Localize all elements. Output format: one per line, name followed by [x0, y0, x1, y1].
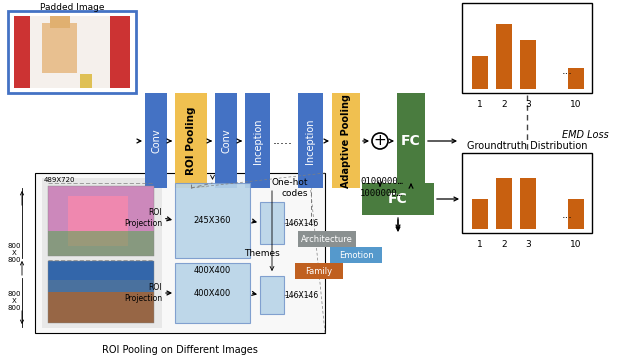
Bar	[462, 3, 592, 93]
Bar	[14, 16, 30, 88]
Bar	[260, 276, 284, 314]
Bar	[175, 263, 250, 323]
Text: FC: FC	[388, 192, 408, 206]
Bar	[568, 68, 584, 89]
Text: 146X146: 146X146	[284, 290, 318, 299]
Text: +: +	[374, 133, 387, 148]
Bar	[520, 40, 536, 89]
Text: 489X720: 489X720	[44, 177, 75, 183]
Bar	[175, 93, 207, 188]
Bar	[145, 93, 167, 188]
Text: 2: 2	[501, 240, 507, 249]
Bar	[48, 186, 154, 256]
Text: 3: 3	[525, 240, 531, 249]
Text: EMD Loss: EMD Loss	[562, 130, 609, 140]
Text: Padded Image: Padded Image	[40, 3, 104, 12]
Text: Adaptive Pooling: Adaptive Pooling	[341, 94, 351, 188]
Bar	[362, 183, 434, 215]
Bar	[330, 247, 382, 263]
Text: 800
X
800: 800 X 800	[7, 243, 20, 263]
Bar	[496, 24, 512, 89]
Bar	[472, 56, 488, 89]
Bar	[48, 261, 154, 323]
Text: ...: ...	[561, 210, 572, 220]
Bar	[68, 196, 128, 246]
Text: Conv: Conv	[221, 129, 231, 153]
Bar	[295, 263, 343, 279]
Text: Architecture: Architecture	[301, 234, 353, 244]
Bar	[472, 199, 488, 229]
Bar	[215, 93, 237, 188]
Bar	[520, 178, 536, 229]
Text: 1000000…: 1000000…	[360, 189, 403, 199]
Text: ...: ...	[561, 66, 572, 76]
Bar	[48, 231, 154, 256]
Bar	[80, 74, 92, 88]
Text: Groundtruth Distribution: Groundtruth Distribution	[467, 141, 588, 151]
Text: ROI
Projection: ROI Projection	[124, 208, 162, 228]
Bar	[42, 178, 162, 328]
Text: Emotion: Emotion	[339, 250, 373, 260]
Text: Predicted Distribution: Predicted Distribution	[474, 0, 580, 1]
Text: 10: 10	[570, 100, 582, 109]
Bar	[496, 178, 512, 229]
Text: 400X400: 400X400	[194, 289, 231, 298]
Bar	[50, 16, 70, 28]
Text: One-hot
codes: One-hot codes	[271, 178, 308, 198]
Text: 2: 2	[501, 100, 507, 109]
Bar	[48, 292, 154, 323]
Bar	[245, 93, 270, 188]
Text: 0100000…: 0100000…	[360, 178, 403, 187]
Bar	[48, 280, 154, 292]
Bar	[260, 202, 284, 244]
Bar	[48, 186, 154, 256]
Text: ROI Pooling: ROI Pooling	[186, 107, 196, 175]
Bar	[568, 199, 584, 229]
Text: 1: 1	[477, 100, 483, 109]
Text: Themes: Themes	[244, 249, 280, 257]
Bar	[298, 93, 323, 188]
Bar	[175, 183, 250, 258]
Bar	[397, 93, 425, 188]
Text: Inception: Inception	[253, 118, 262, 164]
Bar	[48, 261, 154, 323]
Text: .....: .....	[273, 135, 293, 147]
Bar	[30, 16, 114, 88]
Bar	[462, 153, 592, 233]
Bar	[298, 231, 356, 247]
Text: ROI
Projection: ROI Projection	[124, 283, 162, 303]
Bar	[35, 173, 325, 333]
Text: 400X400: 400X400	[194, 266, 231, 275]
Bar	[14, 16, 130, 88]
Bar	[8, 11, 136, 93]
Text: 10: 10	[570, 240, 582, 249]
Bar	[332, 93, 360, 188]
Text: 146X146: 146X146	[284, 219, 318, 228]
Bar	[48, 186, 154, 256]
Bar	[42, 23, 77, 73]
Text: 800
X
800: 800 X 800	[7, 291, 20, 311]
Text: FC: FC	[401, 134, 421, 148]
Text: 3: 3	[525, 100, 531, 109]
Text: Inception: Inception	[305, 118, 316, 164]
Text: 1: 1	[477, 240, 483, 249]
Text: ROI Pooling on Different Images: ROI Pooling on Different Images	[102, 345, 258, 355]
Text: Conv: Conv	[151, 129, 161, 153]
Bar	[110, 16, 130, 88]
Text: Family: Family	[305, 266, 333, 276]
Text: 245X360: 245X360	[194, 216, 231, 225]
